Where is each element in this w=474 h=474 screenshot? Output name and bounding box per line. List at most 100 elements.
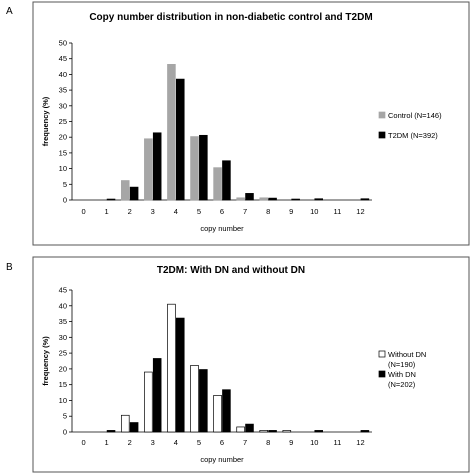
panel-b-x-tick-label: 1 <box>105 438 109 447</box>
panel-b-y-tick-label: 40 <box>59 301 67 310</box>
panel-b-legend-label: Without DN (N=190) <box>388 350 426 369</box>
panel-b-bar-series2 <box>314 430 324 433</box>
panel-b-y-tick-label: 35 <box>59 317 67 326</box>
panel-b-x-tick-label: 11 <box>333 438 341 447</box>
panel-b-legend-swatch <box>378 350 386 358</box>
panel-b-bar-series2 <box>245 423 254 433</box>
panel-a-bar-series2 <box>106 198 116 201</box>
panel-b-bar-series2 <box>199 369 208 433</box>
panel-b-bar-series1 <box>282 430 292 433</box>
panel-b-bar-series2 <box>106 430 116 433</box>
panel-a-x-tick-label: 4 <box>174 207 178 216</box>
panel-b-bar-series1 <box>167 303 176 433</box>
panel-b-title: T2DM: With DN and without DN <box>157 265 305 276</box>
panel-b-y-tick-label: 20 <box>59 364 67 373</box>
panel-a-bar-series1 <box>120 180 130 201</box>
panel-a-y-tick-label: 35 <box>59 86 67 95</box>
panel-a-x-tick-label: 0 <box>81 207 85 216</box>
panel-b-y-tick-label: 10 <box>59 396 67 405</box>
panel-a-letter: A <box>6 6 13 17</box>
panel-a-bar-series1 <box>236 197 245 201</box>
panel-b-bar-series1 <box>236 426 245 433</box>
panel-b-x-tick-label: 5 <box>197 438 201 447</box>
panel-a-legend-label: T2DM (N=392) <box>388 131 438 140</box>
panel-a-legend-swatch <box>378 131 386 139</box>
panel-a-y-tick-label: 40 <box>59 70 67 79</box>
panel-a-bar-series2 <box>152 132 162 201</box>
panel-a-y-tick-label: 5 <box>63 180 67 189</box>
panel-b-y-tick-label: 15 <box>59 380 67 389</box>
panel-a-y-tick-label: 25 <box>59 117 67 126</box>
panel-b-y-tick-label: 30 <box>59 333 67 342</box>
panel-a-x-tick-label: 7 <box>243 207 247 216</box>
panel-a-x-tick-label: 10 <box>310 207 318 216</box>
panel-a-legend-label: Control (N=146) <box>388 111 442 120</box>
panel-b-legend-label: With DN (N=202) <box>388 370 416 389</box>
panel-b-x-axis-label: copy number <box>200 455 244 464</box>
panel-b-bar-series2 <box>152 358 162 433</box>
panel-a-y-tick-label: 45 <box>59 54 67 63</box>
panel-b-x-tick-label: 0 <box>81 438 85 447</box>
panel-b-legend-swatch <box>378 370 386 378</box>
panel-a-bar-series1 <box>190 136 199 201</box>
panel-a-bar-series1 <box>213 167 222 201</box>
panel-b-y-axis-label: frequency (%) <box>41 336 50 386</box>
panel-a-y-tick-label: 50 <box>59 39 67 48</box>
panel-a-title: Copy number distribution in non-diabetic… <box>89 12 372 23</box>
panel-b-x-tick-label: 6 <box>220 438 224 447</box>
panel-b-y-tick-label: 0 <box>63 428 67 437</box>
panel-a-x-tick-label: 8 <box>266 207 270 216</box>
panel-a-bar-series2 <box>199 134 208 201</box>
panel-a-bar-series2 <box>129 186 139 201</box>
panel-a-bar-series2 <box>222 160 231 201</box>
panel-a-y-tick-label: 10 <box>59 164 67 173</box>
panel-b-x-tick-label: 4 <box>174 438 178 447</box>
panel-a-x-tick-label: 1 <box>105 207 109 216</box>
panel-a-x-tick-label: 5 <box>197 207 201 216</box>
panel-b-bar-series2 <box>360 430 370 433</box>
panel-a-bar-series2 <box>360 198 370 201</box>
panel-a-bar-series1 <box>167 64 176 201</box>
panel-a-bar-series2 <box>175 78 185 201</box>
panel-a-y-tick-label: 20 <box>59 133 67 142</box>
panel-b-x-tick-label: 3 <box>151 438 155 447</box>
panel-a-bar-series2 <box>314 198 324 201</box>
panel-a-bar-series1 <box>259 197 269 201</box>
panel-b-x-tick-label: 8 <box>266 438 270 447</box>
panel-a-x-tick-label: 2 <box>128 207 132 216</box>
panel-b-y-tick-label: 5 <box>63 412 67 421</box>
panel-a-y-tick-label: 15 <box>59 148 67 157</box>
panel-b-frame <box>32 256 470 473</box>
panel-a-x-tick-label: 6 <box>220 207 224 216</box>
panel-a-legend-swatch <box>378 111 386 119</box>
panel-a-bar-series2 <box>245 193 254 201</box>
panel-b-x-tick-label: 12 <box>356 438 364 447</box>
panel-a-bar-series2 <box>291 198 300 201</box>
panel-b-x-tick-label: 10 <box>310 438 318 447</box>
panel-b-bar-series1 <box>144 371 153 433</box>
panel-b-y-tick-label: 45 <box>59 286 67 295</box>
panel-a-bar-series2 <box>268 197 277 201</box>
panel-a-y-tick-label: 0 <box>63 196 67 205</box>
panel-b-bar-series2 <box>222 389 231 433</box>
panel-b-bar-series2 <box>129 422 139 433</box>
panel-b-bar-series1 <box>120 414 130 433</box>
panel-b-x-tick-label: 7 <box>243 438 247 447</box>
panel-b-bar-series1 <box>259 430 269 433</box>
panel-a-x-tick-label: 11 <box>333 207 341 216</box>
panel-b-bar-series2 <box>175 317 185 433</box>
panel-a-x-axis-label: copy number <box>200 224 244 233</box>
panel-b-letter: B <box>6 262 13 273</box>
panel-b-bar-series1 <box>213 395 222 433</box>
panel-a-x-tick-label: 12 <box>356 207 364 216</box>
panel-a-frame <box>32 1 470 246</box>
panel-a-y-axis-label: frequency (%) <box>41 96 50 146</box>
panel-a-x-tick-label: 3 <box>151 207 155 216</box>
panel-a-x-tick-label: 9 <box>289 207 293 216</box>
panel-b-bar-series1 <box>190 365 199 433</box>
panel-a-y-tick-label: 30 <box>59 101 67 110</box>
panel-b-x-tick-label: 9 <box>289 438 293 447</box>
panel-b-bar-series2 <box>268 430 277 433</box>
panel-a-bar-series1 <box>144 138 153 201</box>
